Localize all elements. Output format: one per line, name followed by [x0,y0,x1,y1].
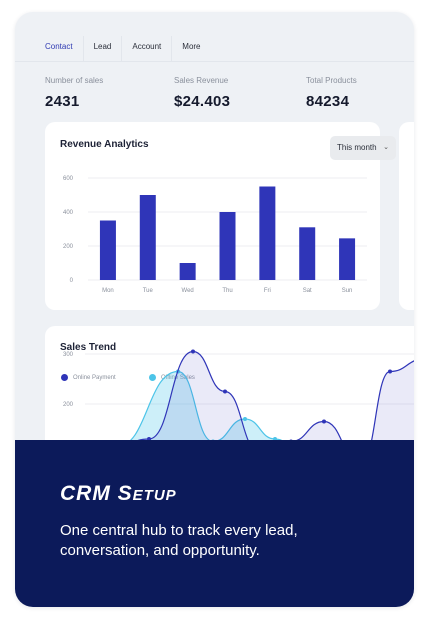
bar [99,220,116,280]
y-tick-label: 300 [63,352,74,358]
stat-total-products: Total Products 84234 [306,76,357,110]
period-label: This month [337,143,377,152]
stat-sales-revenue: Sales Revenue $24.403 [174,76,230,110]
stat-label: Number of sales [45,76,104,85]
x-tick-label: Sun [342,288,353,294]
bar [299,227,316,280]
period-dropdown[interactable]: This month ⌄ [330,136,396,160]
bar [259,186,276,280]
x-tick-label: Thu [222,288,232,294]
offline-sales-point [243,417,247,421]
stat-label: Sales Revenue [174,76,229,85]
legend-item-online: Online Payment [61,374,149,381]
tab-contact[interactable]: Contact [15,36,84,62]
x-tick-label: Sat [303,288,312,294]
y-tick-label: 200 [63,402,74,408]
legend-item-offline: Offline Sales [149,374,237,381]
tab-bar: Contact Lead Account More [15,36,414,62]
stat-number-of-sales: Number of sales 2431 [45,76,103,110]
tab-lead[interactable]: Lead [84,36,123,62]
chart-legend: Online Payment Offline Sales [61,374,237,381]
stat-value: 84234 [306,93,350,110]
legend-swatch [149,374,156,381]
y-tick-label: 600 [63,176,74,182]
bar [219,212,236,280]
legend-label: Offline Sales [161,374,195,381]
stat-label: Total Products [306,76,357,85]
y-tick-label: 400 [63,210,74,216]
tab-account[interactable]: Account [122,36,173,62]
side-panel [399,122,414,310]
panel-title: Revenue Analytics [60,139,149,150]
online-payment-area [111,351,414,466]
chevron-down-icon: ⌄ [383,144,389,151]
promo-banner: CRM Setup One central hub to track every… [15,440,414,607]
bar [139,195,156,280]
y-tick-label: 200 [63,244,74,250]
revenue-bar-chart: 0 200 400 600 Mon Tue Wed Thu Fri Sat Sun [63,176,367,294]
x-tick-label: Tue [143,288,154,294]
banner-title: CRM Setup [60,482,177,505]
stat-value: 2431 [45,93,80,110]
tab-more[interactable]: More [182,42,201,51]
x-tick-label: Mon [102,288,114,294]
y-tick-label: 0 [70,278,74,284]
online-payment-point [388,369,392,374]
banner-text: One central hub to track every lead, con… [60,522,298,559]
legend-swatch [61,374,68,381]
online-payment-point [223,389,227,394]
online-payment-point [191,349,195,354]
online-payment-point [322,419,326,424]
stat-value: $24.403 [174,93,231,110]
panel-title: Sales Trend [60,342,117,353]
revenue-analytics-panel: Revenue Analytics This month ⌄ 0 200 400 60… [45,122,396,310]
x-tick-label: Fri [264,288,271,294]
x-tick-label: Wed [182,288,194,294]
bar [179,263,196,280]
bar [339,238,356,280]
dashboard-card: Contact Lead Account More Number of sale… [15,12,414,607]
legend-label: Online Payment [73,374,116,381]
